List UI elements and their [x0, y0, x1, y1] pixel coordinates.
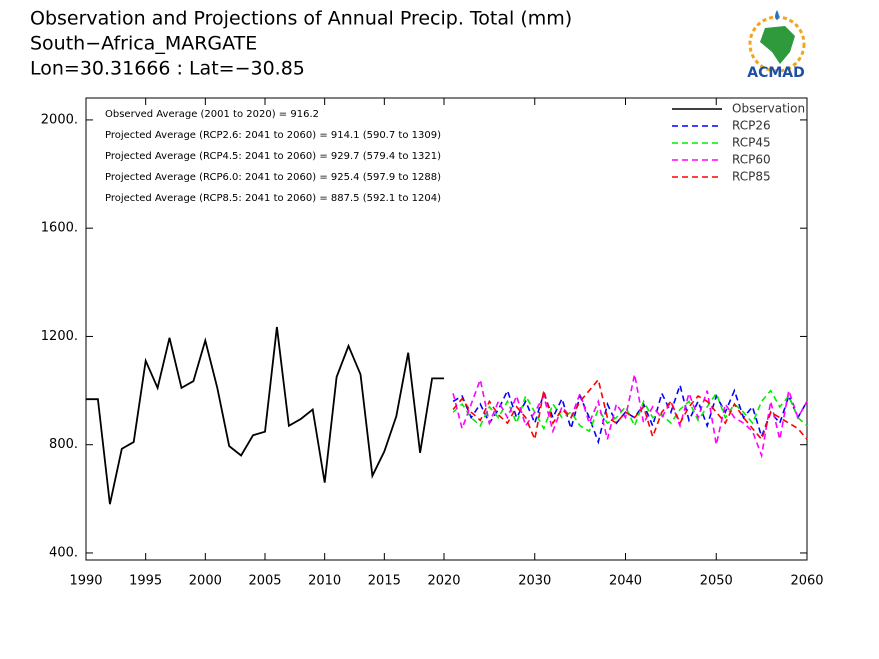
logo-text: ACMAD [747, 65, 805, 81]
logo: ACMAD [747, 10, 806, 81]
x-tick-label: 2010 [308, 574, 341, 589]
series-line [452, 374, 808, 459]
x-tick-label: 2005 [248, 574, 281, 589]
x-tick-label: 1995 [129, 574, 162, 589]
y-tick-label: 2000. [41, 112, 78, 127]
x-tick-label: 2040 [609, 574, 642, 589]
chart-title: Observation and Projections of Annual Pr… [30, 8, 572, 30]
annotation: Projected Average (RCP8.5: 2041 to 2060)… [105, 193, 441, 204]
y-tick-label: 800. [49, 437, 78, 452]
legend-label: RCP60 [732, 153, 771, 167]
x-tick-label: 2060 [790, 574, 823, 589]
x-tick-label: 2030 [518, 574, 551, 589]
annotation: Projected Average (RCP6.0: 2041 to 2060)… [105, 172, 441, 183]
legend-label: RCP45 [732, 136, 771, 150]
x-tick-label: 2015 [368, 574, 401, 589]
series-line [86, 326, 444, 505]
x-tick-label: 1990 [69, 574, 102, 589]
x-tick-label: 2050 [700, 574, 733, 589]
x-tick-label: 2000 [189, 574, 222, 589]
y-tick-label: 1600. [41, 221, 78, 236]
chart-subtitle: South−Africa_MARGATE [30, 33, 257, 55]
legend-label: RCP26 [732, 119, 771, 133]
logo-drop [775, 10, 779, 20]
annotation: Projected Average (RCP4.5: 2041 to 2060)… [105, 151, 441, 162]
annotation: Projected Average (RCP2.6: 2041 to 2060)… [105, 130, 441, 141]
legend-label: Observation [732, 102, 805, 116]
location: Lon=30.31666 : Lat=−30.85 [30, 58, 305, 80]
y-tick-label: 400. [49, 545, 78, 560]
x-tick-label: 2020 [427, 574, 460, 589]
legend-label: RCP85 [732, 170, 771, 184]
y-tick-label: 1200. [41, 329, 78, 344]
series-line [452, 377, 808, 443]
logo-africa [760, 26, 795, 64]
plot-frame [85, 97, 808, 561]
annotation: Observed Average (2001 to 2020) = 916.2 [105, 109, 319, 120]
